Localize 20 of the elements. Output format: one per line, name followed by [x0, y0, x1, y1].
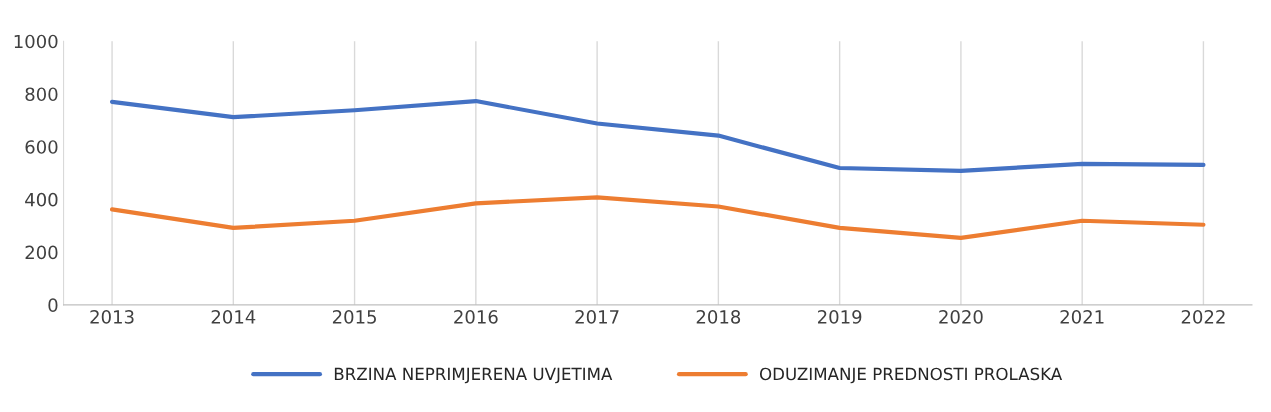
- y-tick-label: 800: [25, 87, 58, 102]
- x-tick-label: 2017: [575, 310, 619, 324]
- y-tick-label: 600: [25, 140, 58, 154]
- y-tick-label: 0: [48, 298, 58, 312]
- x-tick-label: 2014: [211, 310, 256, 324]
- x-tick-label: 2020: [939, 310, 983, 324]
- x-tick-label: 2015: [332, 310, 376, 324]
- x-tick-label: 2018: [696, 310, 741, 324]
- legend-label: ODUZIMANJE PREDNOSTI PROLASKA: [759, 367, 1063, 384]
- y-tick-label: 1000: [14, 34, 58, 49]
- x-tick-label: 2021: [1060, 310, 1104, 324]
- x-tick-label: 2022: [1181, 310, 1225, 324]
- x-tick-label: 2019: [817, 310, 862, 324]
- x-tick-label: 2013: [90, 310, 134, 324]
- x-tick-label: 2016: [454, 310, 498, 324]
- y-tick-label: 400: [25, 192, 58, 207]
- line-series: [109, 195, 1206, 240]
- line-series: [109, 98, 1206, 174]
- y-tick-label: 200: [25, 245, 58, 260]
- legend-label: BRZINA NEPRIMJERENA UVJETIMA: [334, 367, 613, 384]
